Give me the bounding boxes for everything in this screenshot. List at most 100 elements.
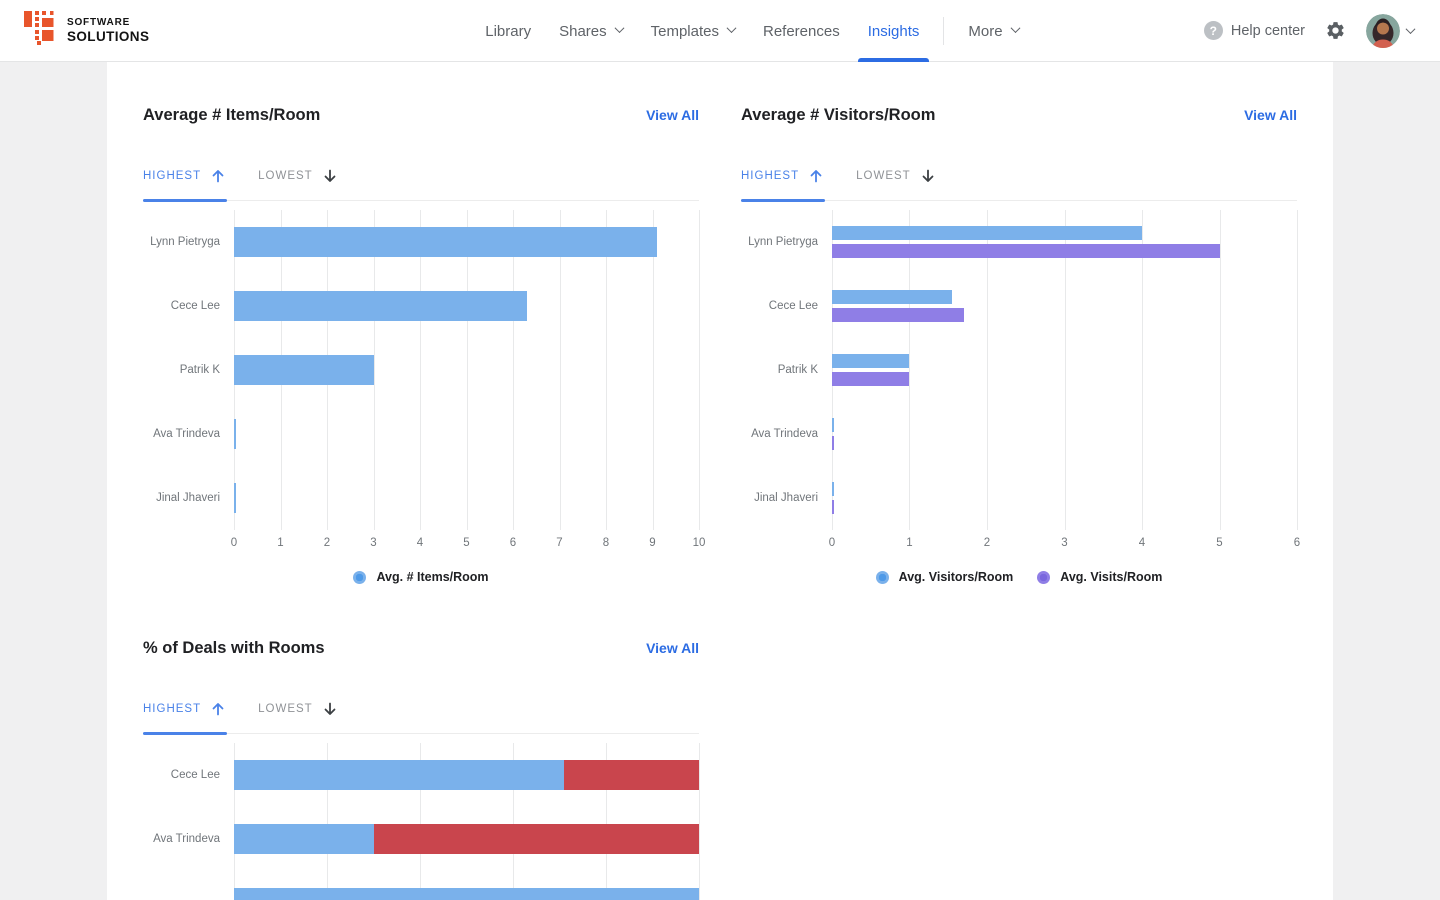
topbar-right-cluster: ? Help center: [1203, 0, 1440, 61]
chart-row: Jinal Jhaveri: [156, 466, 699, 530]
account-menu[interactable]: [1366, 13, 1416, 48]
tab-highest[interactable]: HIGHEST: [143, 168, 226, 184]
right-column: Average # Visitors/Room View All HIGHEST…: [741, 106, 1301, 587]
bar-series-0[interactable]: [234, 419, 237, 449]
avatar: [1366, 13, 1400, 48]
bar-segment-0[interactable]: [234, 760, 565, 790]
arrow-down-icon: [922, 169, 934, 182]
category-label: Patrik K: [179, 364, 220, 376]
chart-row: Jinal Jhaveri: [754, 466, 1297, 530]
bar-series-0[interactable]: [234, 291, 527, 321]
chart-title: Average # Visitors/Room: [741, 106, 936, 124]
gridline: [234, 743, 235, 900]
bar-series-1[interactable]: [832, 244, 1220, 258]
axis-tick-label: 2: [983, 537, 991, 549]
category-label: Cece Lee: [170, 769, 220, 781]
bar-series-0[interactable]: [832, 290, 953, 304]
chart-row: Patrik K: [778, 338, 1297, 402]
sort-tabs: HIGHEST LOWEST: [741, 168, 1297, 202]
category-label: Lynn Pietryga: [150, 236, 220, 248]
gridline: [513, 743, 514, 900]
chart-row: Cece Lee: [769, 274, 1297, 338]
axis-tick-label: 1: [906, 537, 913, 549]
brand-logo[interactable]: SOFTWARE SOLUTIONS: [0, 0, 300, 61]
chart-avg-visitors-room: Average # Visitors/Room View All HIGHEST…: [741, 106, 1301, 587]
nav-item-references[interactable]: References: [763, 22, 840, 40]
gridline: [699, 210, 700, 530]
bar-chart-avg-visitors-room: Lynn Pietryga Cece Lee Patrik K Ava Trindev…: [741, 210, 1301, 587]
bar-series-0[interactable]: [234, 227, 658, 257]
chart-gridlines: [234, 743, 700, 900]
chevron-down-icon: [1405, 24, 1416, 35]
legend-item[interactable]: Avg. # Items/Room: [353, 570, 489, 584]
axis-tick-label: 9: [649, 537, 656, 549]
category-label: Patrik K: [777, 364, 818, 376]
chart-row: Lynn Pietryga: [150, 210, 699, 274]
bar-series-0[interactable]: [832, 226, 1142, 240]
view-all-link[interactable]: View All: [1244, 107, 1297, 123]
tab-lowest[interactable]: LOWEST: [258, 168, 338, 184]
tab-lowest[interactable]: LOWEST: [258, 701, 338, 717]
chart-row: Ava Trindeva: [153, 807, 699, 871]
nav-item-insights[interactable]: Insights: [854, 0, 934, 62]
tab-highest[interactable]: HIGHEST: [741, 168, 824, 184]
bar-segment-0[interactable]: [234, 888, 699, 900]
nav-divider: [943, 16, 945, 45]
arrow-down-icon: [324, 169, 336, 182]
settings-button[interactable]: [1325, 20, 1346, 41]
axis-tick-label: 3: [370, 537, 377, 549]
gridline: [606, 743, 607, 900]
gridline: [909, 210, 911, 530]
gridline: [513, 210, 514, 530]
bar-series-0[interactable]: [234, 483, 237, 513]
legend-label: Avg. # Items/Room: [376, 570, 489, 584]
nav-item-shares[interactable]: Shares: [545, 0, 637, 62]
bar-series-0[interactable]: [832, 482, 835, 496]
bar-series-0[interactable]: [832, 418, 835, 432]
nav-item-more[interactable]: More: [954, 0, 1032, 62]
axis-tick-label: 1: [277, 537, 284, 549]
bar-series-1[interactable]: [832, 372, 910, 386]
bar-series-0[interactable]: [832, 354, 910, 368]
nav-item-library[interactable]: Library: [485, 22, 532, 40]
axis-tick-label: 6: [1293, 537, 1301, 549]
bar-segment-1[interactable]: [373, 824, 699, 854]
sort-tabs: HIGHEST LOWEST: [143, 701, 699, 735]
view-all-link[interactable]: View All: [646, 107, 699, 123]
bar-series-1[interactable]: [832, 436, 835, 450]
bar-series-0[interactable]: [234, 355, 374, 385]
axis-tick-label: 0: [230, 537, 238, 549]
legend-item[interactable]: Avg. Visits/Room: [1037, 570, 1162, 584]
tab-highest[interactable]: HIGHEST: [143, 701, 226, 717]
stacked-bar[interactable]: [234, 760, 699, 790]
nav-item-templates[interactable]: Templates: [637, 0, 749, 62]
chart-legend: Avg. # Items/Room: [143, 567, 699, 587]
chart-row: Ava Trindeva: [153, 402, 699, 466]
category-label: Ava Trindeva: [153, 833, 220, 845]
legend-dot-icon: [353, 570, 367, 584]
bar-segment-1[interactable]: [564, 760, 699, 790]
view-all-link[interactable]: View All: [646, 640, 699, 656]
gear-icon: [1327, 22, 1344, 39]
bar-series-1[interactable]: [832, 500, 835, 514]
gridline: [1297, 210, 1298, 530]
tab-lowest[interactable]: LOWEST: [856, 168, 936, 184]
axis-tick-label: 4: [1138, 537, 1146, 549]
axis-tick-label: 7: [556, 537, 563, 549]
arrow-up-icon: [212, 170, 224, 183]
stacked-bar[interactable]: [234, 824, 699, 854]
legend-item[interactable]: Avg. Visitors/Room: [875, 570, 1014, 584]
gridline: [466, 210, 468, 530]
legend-label: Avg. Visitors/Room: [898, 570, 1014, 584]
chevron-down-icon: [1010, 23, 1021, 34]
x-axis: 0 1 2 3 4 5 6 7 8 9 10: [230, 537, 706, 551]
stacked-bar[interactable]: [234, 888, 699, 900]
help-center-button[interactable]: ? Help center: [1203, 21, 1305, 40]
bar-series-1[interactable]: [832, 308, 964, 322]
chart-avg-items-room: Average # Items/Room View All HIGHEST LO…: [143, 106, 706, 587]
bar-segment-0[interactable]: [234, 824, 374, 854]
bar-chart-avg-items-room: Lynn Pietryga Cece Lee Patrik K Ava Trindev…: [143, 210, 706, 587]
gridline: [1064, 210, 1066, 530]
main-nav: Library Shares Templates References Insi…: [300, 0, 1204, 62]
chevron-down-icon: [726, 23, 737, 34]
